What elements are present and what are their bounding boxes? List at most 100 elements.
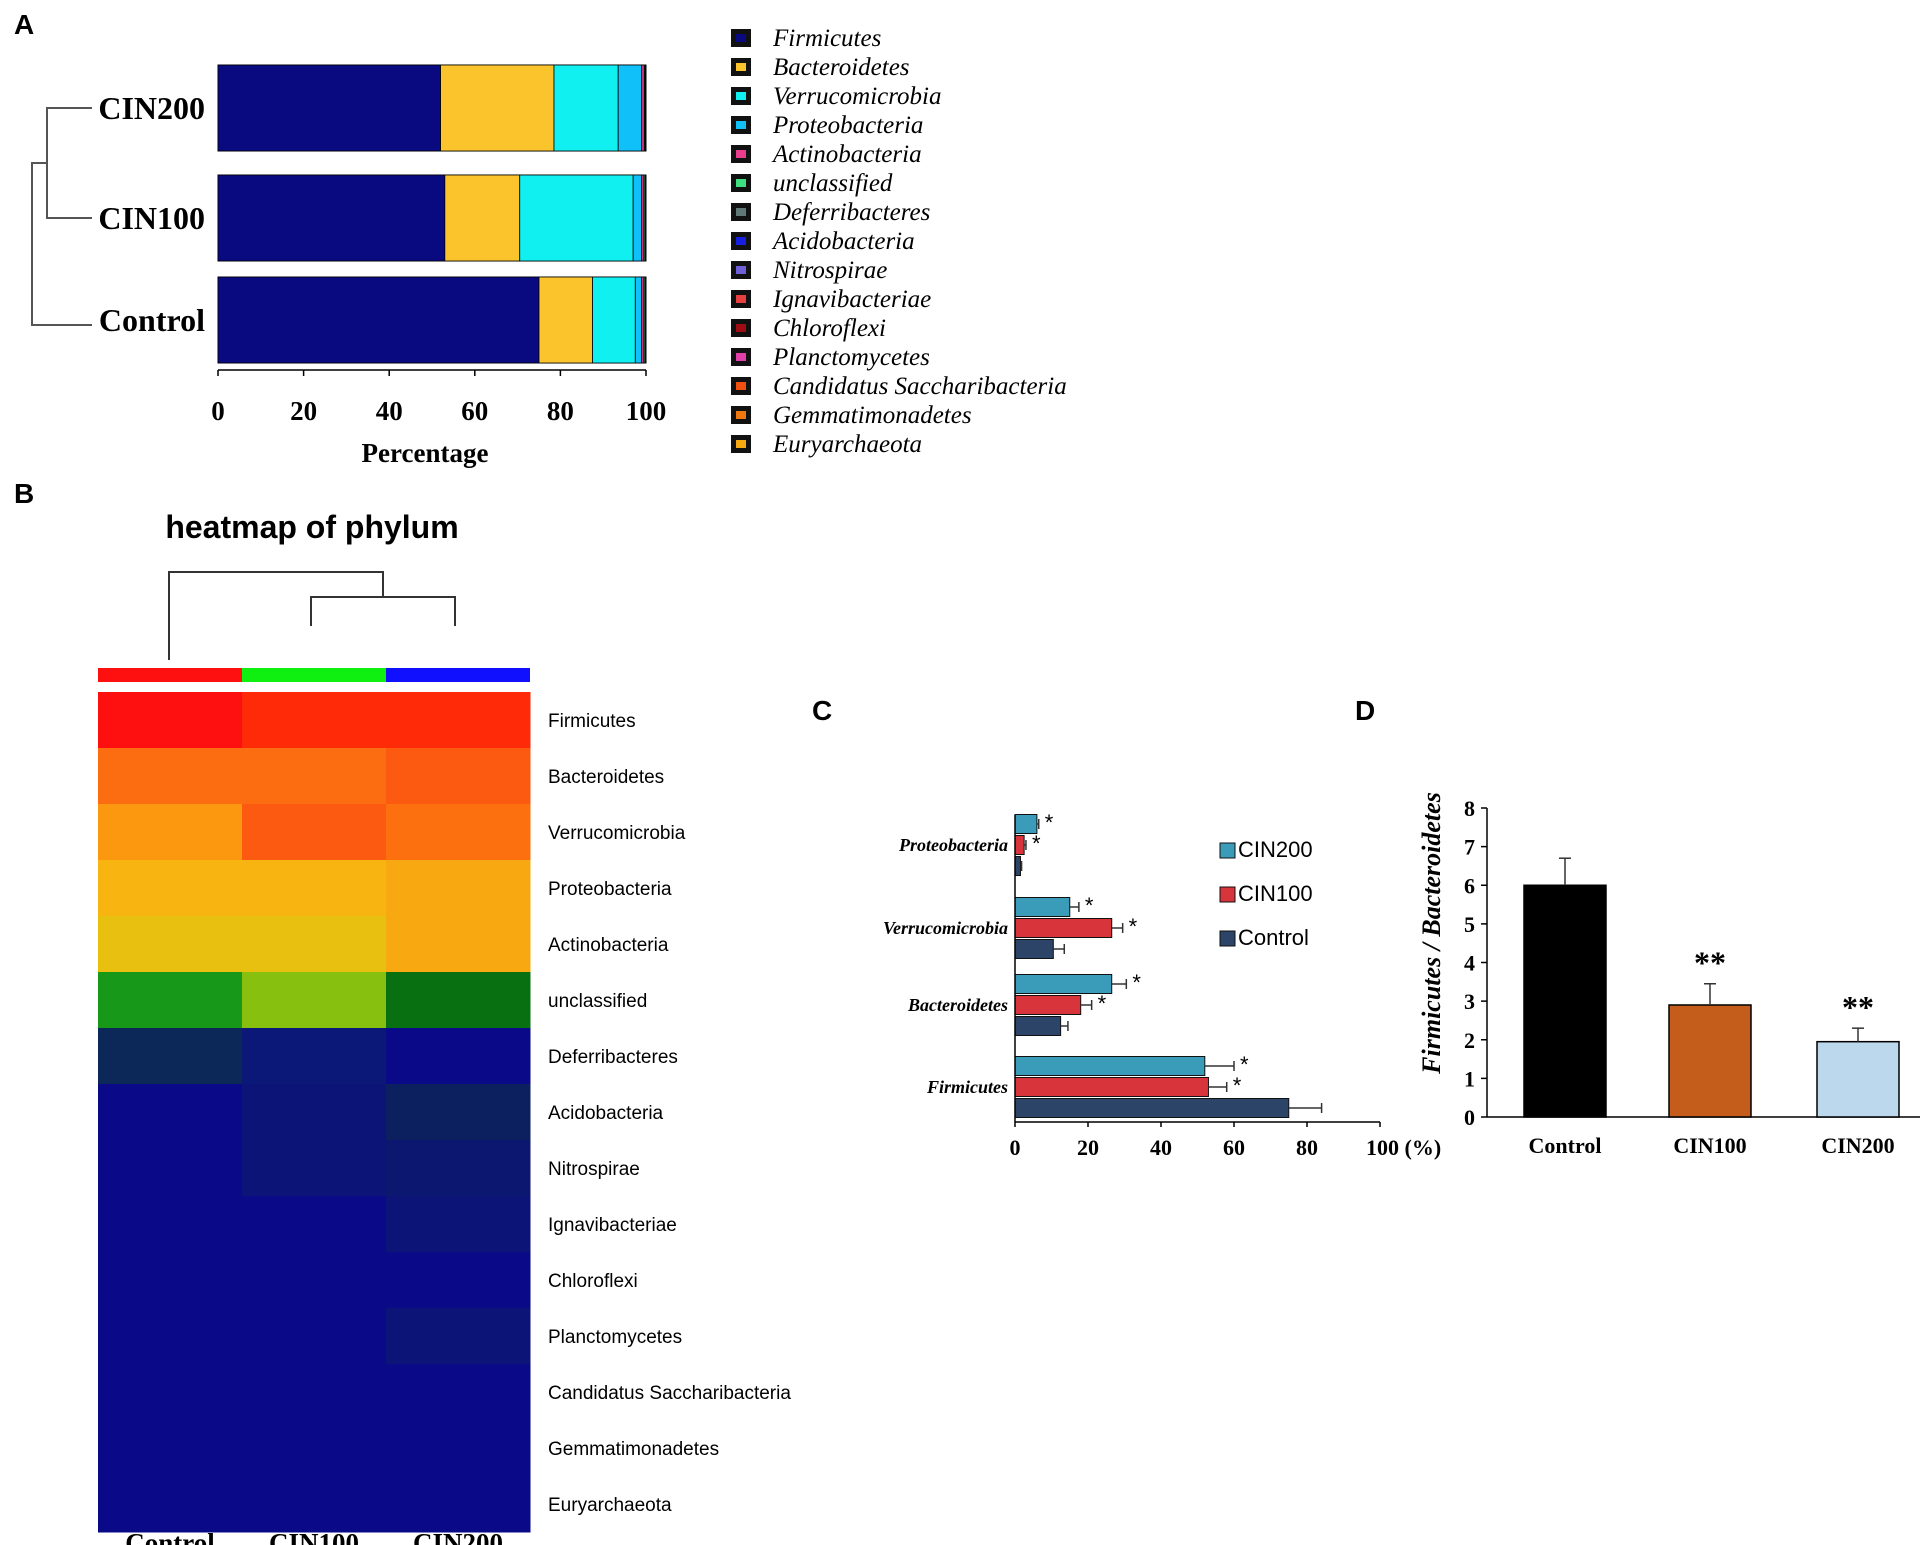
heatmap-cell-euryarchaeota-control (98, 1476, 243, 1533)
panel-d-tick-label: 1 (1464, 1066, 1475, 1091)
panel-c: C Proteobacteria**Verrucomicrobia**Bacte… (812, 695, 1441, 1160)
panel-c-bar-proteobacteria-cin100 (1014, 835, 1025, 855)
panel-c-tick-label: 20 (1077, 1135, 1099, 1160)
heatmap-cell-firmicutes-control (98, 692, 243, 749)
legend-swatch-nitrospirae (736, 266, 746, 274)
panel-c-bar-firmicutes-control (1014, 1098, 1290, 1118)
panel-a-segment-cin100-verrucomicrobia (519, 174, 634, 262)
panel-a-segment-cin100-proteobacteria (632, 174, 643, 262)
legend-swatch-proteobacteria (736, 121, 746, 129)
legend-label-deferribacteres: Deferribacteres (772, 199, 930, 226)
heatmap-cell-gemmatimonadetes-control (98, 1420, 243, 1477)
legend-swatch-actinobacteria (736, 150, 746, 158)
panel-a-group-labels: CIN200 CIN100 Control (98, 90, 205, 338)
panel-d-tick-label: 7 (1464, 835, 1475, 860)
panel-c-legend-label-control: Control (1238, 925, 1309, 950)
legend-swatch-deferribacteres (736, 208, 746, 216)
heatmap-row-label-gemmatimonadetes: Gemmatimonadetes (548, 1439, 719, 1460)
panel-a-dendrogram (31, 107, 92, 326)
heatmap-cell-proteobacteria-cin100 (242, 860, 387, 917)
legend-label-nitrospirae: Nitrospirae (772, 257, 887, 284)
heatmap-cell-unclassified-cin100 (242, 972, 387, 1029)
panel-c-bar-firmicutes-cin100 (1014, 1077, 1209, 1097)
panel-a-tick-label: 60 (461, 396, 488, 426)
legend-label-verrucomicrobia: Verrucomicrobia (773, 83, 942, 110)
heatmap-cell-ignavibacteriae-cin100 (242, 1196, 387, 1253)
heatmap-cell-candidatus-saccharibacteria-cin100 (242, 1364, 387, 1421)
heatmap-cell-actinobacteria-control (98, 916, 243, 973)
panel-a-segment-control-firmicutes (217, 276, 540, 364)
heatmap-cell-nitrospirae-control (98, 1140, 243, 1197)
panel-d-tick-label: 5 (1464, 912, 1475, 937)
panel-c-category-firmicutes: Firmicutes (926, 1077, 1008, 1097)
heatmap-row-label-ignavibacteriae: Ignavibacteriae (548, 1215, 677, 1236)
panel-a-tick-label: 0 (211, 396, 225, 426)
panel-d-bar-cin100 (1668, 1004, 1752, 1118)
panel-c-category-proteobacteria: Proteobacteria (898, 835, 1008, 855)
legend-label-unclassified: unclassified (773, 170, 893, 197)
heatmap-cell-chloroflexi-cin200 (386, 1252, 531, 1309)
panel-c-legend: CIN200 CIN100 Control (1219, 837, 1313, 950)
legend-swatch-chloroflexi (736, 324, 746, 332)
heatmap-row-label-nitrospirae: Nitrospirae (548, 1159, 640, 1180)
heatmap-cell-acidobacteria-cin100 (242, 1084, 387, 1141)
panel-a-label-cin200: CIN200 (98, 90, 205, 126)
heatmap-cell-candidatus-saccharibacteria-control (98, 1364, 243, 1421)
panel-c-tick-label: 80 (1296, 1135, 1318, 1160)
heatmap-cell-unclassified-control (98, 972, 243, 1029)
panel-c-category-verrucomicrobia: Verrucomicrobia (883, 918, 1008, 938)
heatmap-cell-firmicutes-cin100 (242, 692, 387, 749)
heatmap-cell-chloroflexi-cin100 (242, 1252, 387, 1309)
panel-a-segment-cin200-firmicutes (217, 64, 441, 152)
panel-c-tick-label: 100 (%) (1366, 1135, 1441, 1160)
heatmap-row-label-unclassified: unclassified (548, 991, 647, 1012)
panel-a: A CIN200 CIN100 Control 0 20 40 60 80 100 Percen… (14, 9, 1067, 468)
heatmap-cell-bacteroidetes-cin200 (386, 748, 531, 805)
heatmap-row-label-acidobacteria: Acidobacteria (548, 1103, 664, 1124)
panel-a-x-axis-label: Percentage (362, 438, 489, 468)
panel-d-bar-cin200 (1816, 1040, 1900, 1118)
heatmap-row-label-verrucomicrobia: Verrucomicrobia (548, 823, 686, 844)
heatmap-row-label-chloroflexi: Chloroflexi (548, 1271, 638, 1292)
heatmap-cell-euryarchaeota-cin100 (242, 1476, 387, 1533)
heatmap-cell-unclassified-cin200 (386, 972, 531, 1029)
panel-c-bar-bacteroidetes-cin100 (1014, 995, 1082, 1015)
panel-c-legend-label-cin100: CIN100 (1238, 881, 1313, 906)
panel-c-bar-bacteroidetes-control (1014, 1016, 1062, 1036)
heatmap-cell-deferribacteres-control (98, 1028, 243, 1085)
heatmap-cell-ignavibacteriae-cin200 (386, 1196, 531, 1253)
heatmap-group-bar-cin100 (242, 668, 386, 682)
panel-a-segment-cin100-firmicutes (217, 174, 446, 262)
panel-a-segment-cin200-proteobacteria (617, 64, 643, 152)
panel-d-tick-label: 6 (1464, 873, 1475, 898)
panel-c-tick-label: 40 (1150, 1135, 1172, 1160)
panel-a-tick-label: 20 (290, 396, 317, 426)
dendrogram-branch-root (31, 162, 92, 326)
legend-label-proteobacteria: Proteobacteria (772, 112, 923, 139)
legend-label-candidatus-saccharibacteria: Candidatus Saccharibacteria (773, 373, 1067, 400)
heatmap-cell-chloroflexi-control (98, 1252, 243, 1309)
panel-a-tick-label: 100 (626, 396, 667, 426)
panel-c-significance-mark: * (1098, 991, 1107, 1016)
heatmap-cell-verrucomicrobia-control (98, 804, 243, 861)
panel-a-segment-cin100-chloroflexi (644, 174, 647, 262)
heatmap-column-label-cin100: CIN100 (269, 1528, 359, 1545)
legend-swatch-ignavibacteriae (736, 295, 746, 303)
heatmap-cell-candidatus-saccharibacteria-cin200 (386, 1364, 531, 1421)
panel-a-segment-control-verrucomicrobia (592, 276, 636, 364)
panel-a-x-axis: 0 20 40 60 80 100 Percentage (211, 369, 667, 468)
panel-c-significance-mark: * (1132, 970, 1141, 995)
heatmap-column-label-cin200: CIN200 (413, 1528, 503, 1545)
panel-letter-c: C (812, 695, 832, 726)
panel-letter-a: A (14, 9, 34, 40)
legend-swatch-euryarchaeota (736, 440, 746, 448)
heatmap-cell-bacteroidetes-control (98, 748, 243, 805)
heatmap-dendrogram (168, 571, 456, 660)
legend-label-gemmatimonadetes: Gemmatimonadetes (773, 402, 972, 429)
heatmap-group-color-bar (98, 668, 530, 682)
panel-c-bar-verrucomicrobia-cin200 (1014, 897, 1071, 917)
heatmap-cell-firmicutes-cin200 (386, 692, 531, 749)
heatmap-column-labels: Control CIN100 CIN200 (125, 1528, 503, 1545)
panel-c-legend-label-cin200: CIN200 (1238, 837, 1313, 862)
panel-d-tick-label: 8 (1464, 796, 1475, 821)
